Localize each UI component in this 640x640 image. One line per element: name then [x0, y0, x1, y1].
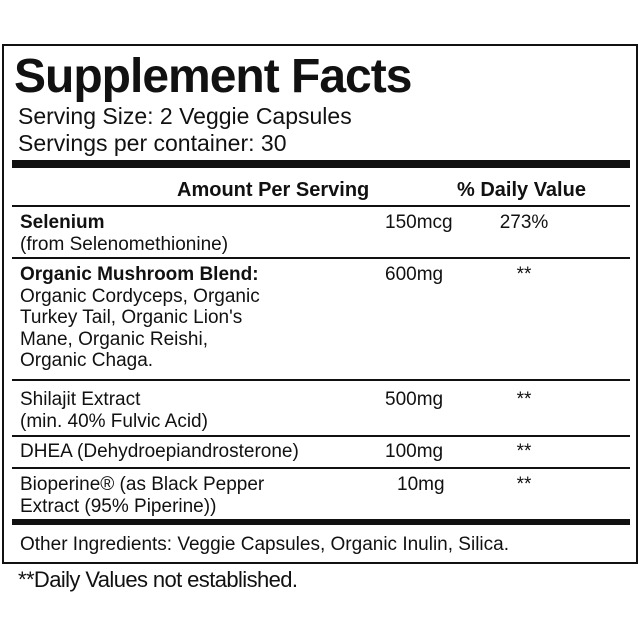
- ingredient-detail: Mane, Organic Reishi,: [20, 328, 208, 350]
- amount: 600mg: [385, 264, 444, 285]
- amount-header: Amount Per Serving: [177, 179, 370, 201]
- ingredient-detail: Organic Cordyceps, Organic: [20, 285, 260, 307]
- amount: 100mg: [385, 441, 444, 462]
- ingredient-detail: Turkey Tail, Organic Lion's: [20, 307, 243, 328]
- rule: [12, 379, 630, 381]
- daily-value: **: [516, 389, 532, 410]
- rule: [12, 467, 630, 469]
- title: Supplement Facts: [14, 50, 412, 103]
- other-ingredients: Other Ingredients: Veggie Capsules, Orga…: [20, 534, 509, 555]
- ingredient-detail: Extract (95% Piperine)): [20, 495, 217, 517]
- ingredient-detail: (min. 40% Fulvic Acid): [20, 410, 208, 432]
- amount: 10mg: [397, 474, 445, 495]
- ingredient-name: Shilajit Extract: [20, 389, 141, 410]
- rule: [12, 435, 630, 437]
- rule: [12, 257, 630, 259]
- daily-value-header: % Daily Value: [457, 179, 586, 201]
- ingredient-name: Bioperine® (as Black Pepper: [20, 474, 265, 495]
- amount: 500mg: [385, 389, 444, 410]
- thick-rule: [12, 519, 630, 525]
- daily-value: **: [516, 441, 532, 462]
- footnote: **Daily Values not established.: [18, 567, 298, 592]
- ingredient-name: DHEA (Dehydroepiandrosterone): [20, 441, 299, 462]
- serving-size: Serving Size: 2 Veggie Capsules: [18, 103, 352, 129]
- ingredient-detail: Organic Chaga.: [20, 350, 154, 371]
- daily-value: **: [516, 264, 532, 285]
- thick-rule: [12, 160, 630, 168]
- daily-value: **: [516, 474, 532, 495]
- daily-value: 273%: [499, 212, 549, 233]
- servings-per-container: Servings per container: 30: [18, 130, 287, 156]
- ingredient-detail: (from Selenomethionine): [20, 233, 229, 255]
- amount: 150mcg: [385, 212, 453, 233]
- ingredient-name: Organic Mushroom Blend:: [20, 264, 259, 285]
- ingredient-name: Selenium: [20, 212, 105, 233]
- rule: [12, 205, 630, 207]
- label-box: [2, 44, 638, 564]
